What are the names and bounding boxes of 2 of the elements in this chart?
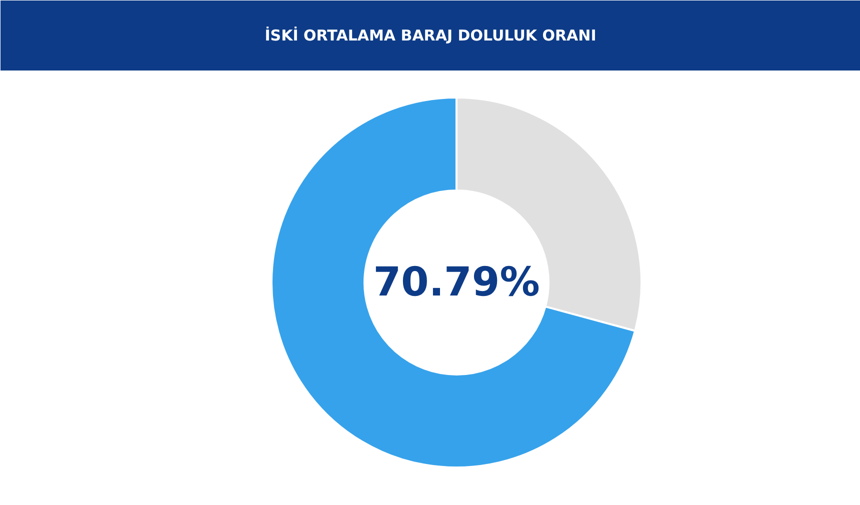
chart-title: İSKİ ORTALAMA BARAJ DOLULUK ORANI bbox=[264, 26, 596, 44]
text: 70.79% bbox=[373, 260, 540, 306]
